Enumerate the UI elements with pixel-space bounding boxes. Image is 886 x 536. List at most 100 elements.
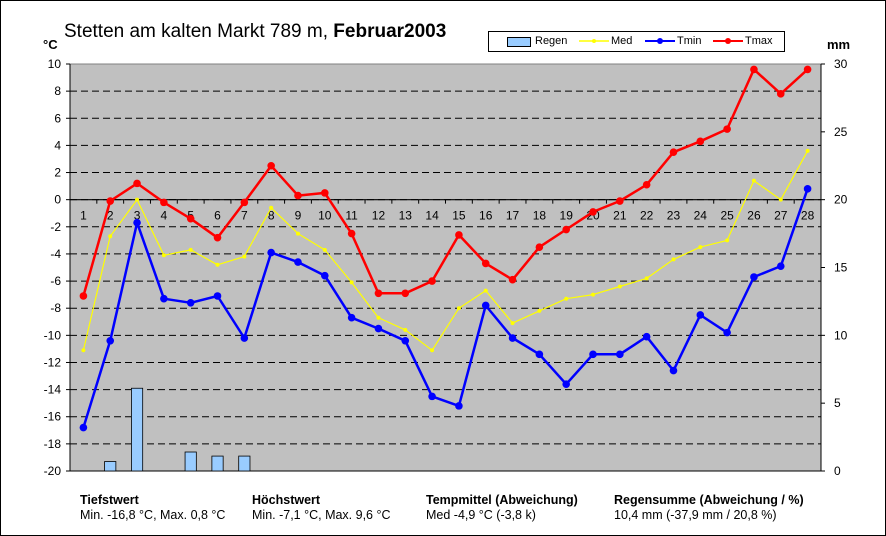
x-axis-tick-label: 10 <box>318 209 332 223</box>
x-axis-tick-label: 19 <box>560 209 574 223</box>
x-axis-tick-label: 21 <box>613 209 627 223</box>
title-month: Februar <box>333 21 405 42</box>
right-axis-tick-label: 30 <box>834 57 848 71</box>
left-axis-tick-label: -4 <box>50 247 61 261</box>
left-axis-tick-label: -12 <box>44 355 62 369</box>
left-axis-tick-label: -16 <box>44 410 62 424</box>
legend-label-med: Med <box>611 35 633 47</box>
point-tmin <box>79 423 88 432</box>
stat-hoechstwert: Höchstwert Min. -7,1 °C, Max. 9,6 °C <box>252 493 391 523</box>
point-tmin <box>723 328 731 337</box>
point-tmax <box>428 277 436 285</box>
x-axis-tick-label: 14 <box>425 209 439 223</box>
stat-regensumme: Regensumme (Abweichung / %) 10,4 mm (-37… <box>614 493 804 523</box>
point-med <box>242 254 247 259</box>
x-axis-tick-label: 11 <box>345 209 358 223</box>
left-axis-tick-label: -20 <box>44 464 62 478</box>
x-axis-tick-label: 23 <box>667 209 681 223</box>
point-tmin <box>776 262 785 270</box>
point-tmax <box>106 197 115 205</box>
point-med <box>617 284 622 289</box>
x-axis-tick-label: 15 <box>452 209 466 223</box>
point-med <box>108 234 113 239</box>
title-station: Stetten am kalten Markt 789 m, <box>64 21 329 42</box>
x-axis-tick-label: 7 <box>241 209 248 223</box>
point-tmax <box>321 189 329 197</box>
point-tmin <box>616 350 624 359</box>
x-axis-tick-label: 2 <box>107 209 114 223</box>
point-tmax <box>160 198 168 207</box>
x-axis-tick-label: 26 <box>747 209 761 223</box>
point-tmax <box>79 292 88 300</box>
point-tmin <box>186 298 195 307</box>
regen-bar <box>131 387 144 472</box>
point-tmin <box>106 336 115 345</box>
point-tmin <box>294 258 302 266</box>
left-axis-tick-label: -6 <box>50 274 61 288</box>
stat-hoechstwert-heading: Höchstwert <box>252 493 321 507</box>
left-axis-tick-label: -10 <box>44 328 62 342</box>
point-tmin <box>267 248 275 257</box>
left-axis-tick-label: -14 <box>44 383 62 397</box>
point-med <box>644 276 649 281</box>
point-tmax <box>294 191 302 200</box>
x-axis-tick-label: 18 <box>533 209 547 223</box>
x-axis-tick-label: 16 <box>479 209 493 223</box>
legend-swatch-tmax <box>713 38 743 44</box>
point-tmax <box>401 289 410 298</box>
x-axis-tick-label: 25 <box>720 209 734 223</box>
left-axis-tick-label: -2 <box>50 220 61 234</box>
left-axis-tick-label: -8 <box>50 301 61 315</box>
point-med <box>349 280 354 285</box>
point-tmin <box>213 292 222 300</box>
point-tmax <box>455 231 463 239</box>
point-tmin <box>696 311 705 319</box>
point-med <box>215 262 220 267</box>
x-axis-tick-label: 6 <box>214 209 221 223</box>
stat-regensumme-heading: Regensumme (Abweichung / %) <box>614 493 804 507</box>
left-axis-tick-label: -18 <box>44 437 62 451</box>
point-med <box>778 197 783 202</box>
series-line-med <box>82 150 809 351</box>
point-med <box>537 308 542 313</box>
point-tmax <box>562 225 570 234</box>
point-tmax <box>186 214 195 223</box>
stat-tiefstwert: Tiefstwert Min. -16,8 °C, Max. 0,8 °C <box>80 493 225 523</box>
x-axis-tick-label: 24 <box>694 209 708 223</box>
right-axis-tick-label: 15 <box>834 261 848 275</box>
point-med <box>510 321 515 326</box>
point-tmax <box>347 229 356 238</box>
point-tmin <box>750 273 758 281</box>
legend-swatch-regen <box>507 37 531 47</box>
x-axis-tick-label: 1 <box>80 209 87 223</box>
point-tmin <box>481 301 490 310</box>
stat-tempmittel-text: Med -4,9 °C (-3,8 k) <box>426 508 536 522</box>
legend-label-tmin: Tmin <box>677 35 702 47</box>
point-med <box>269 205 274 210</box>
point-tmin <box>535 350 544 359</box>
legend-label-tmax: Tmax <box>745 35 773 47</box>
point-tmax <box>642 180 651 189</box>
point-tmin <box>160 294 168 303</box>
point-tmin <box>508 334 517 342</box>
regen-bar <box>238 455 251 472</box>
point-med <box>135 197 140 202</box>
point-med <box>376 315 381 320</box>
legend-label-regen: Regen <box>535 35 568 47</box>
point-tmin <box>321 271 329 280</box>
point-med <box>591 292 596 297</box>
legend-swatch-med <box>579 39 609 43</box>
title-year: 2003 <box>404 21 447 42</box>
point-med <box>81 348 86 353</box>
point-tmax <box>508 275 517 284</box>
point-tmin <box>562 380 570 388</box>
point-tmin <box>401 336 410 345</box>
legend-swatch-tmin <box>645 38 675 44</box>
stat-tiefstwert-text: Min. -16,8 °C, Max. 0,8 °C <box>80 508 226 522</box>
left-axis-tick-label: 6 <box>54 111 61 125</box>
x-axis-tick-label: 17 <box>506 209 520 223</box>
x-axis-tick-label: 3 <box>134 209 141 223</box>
point-tmin <box>347 313 356 322</box>
point-tmin <box>240 334 249 342</box>
